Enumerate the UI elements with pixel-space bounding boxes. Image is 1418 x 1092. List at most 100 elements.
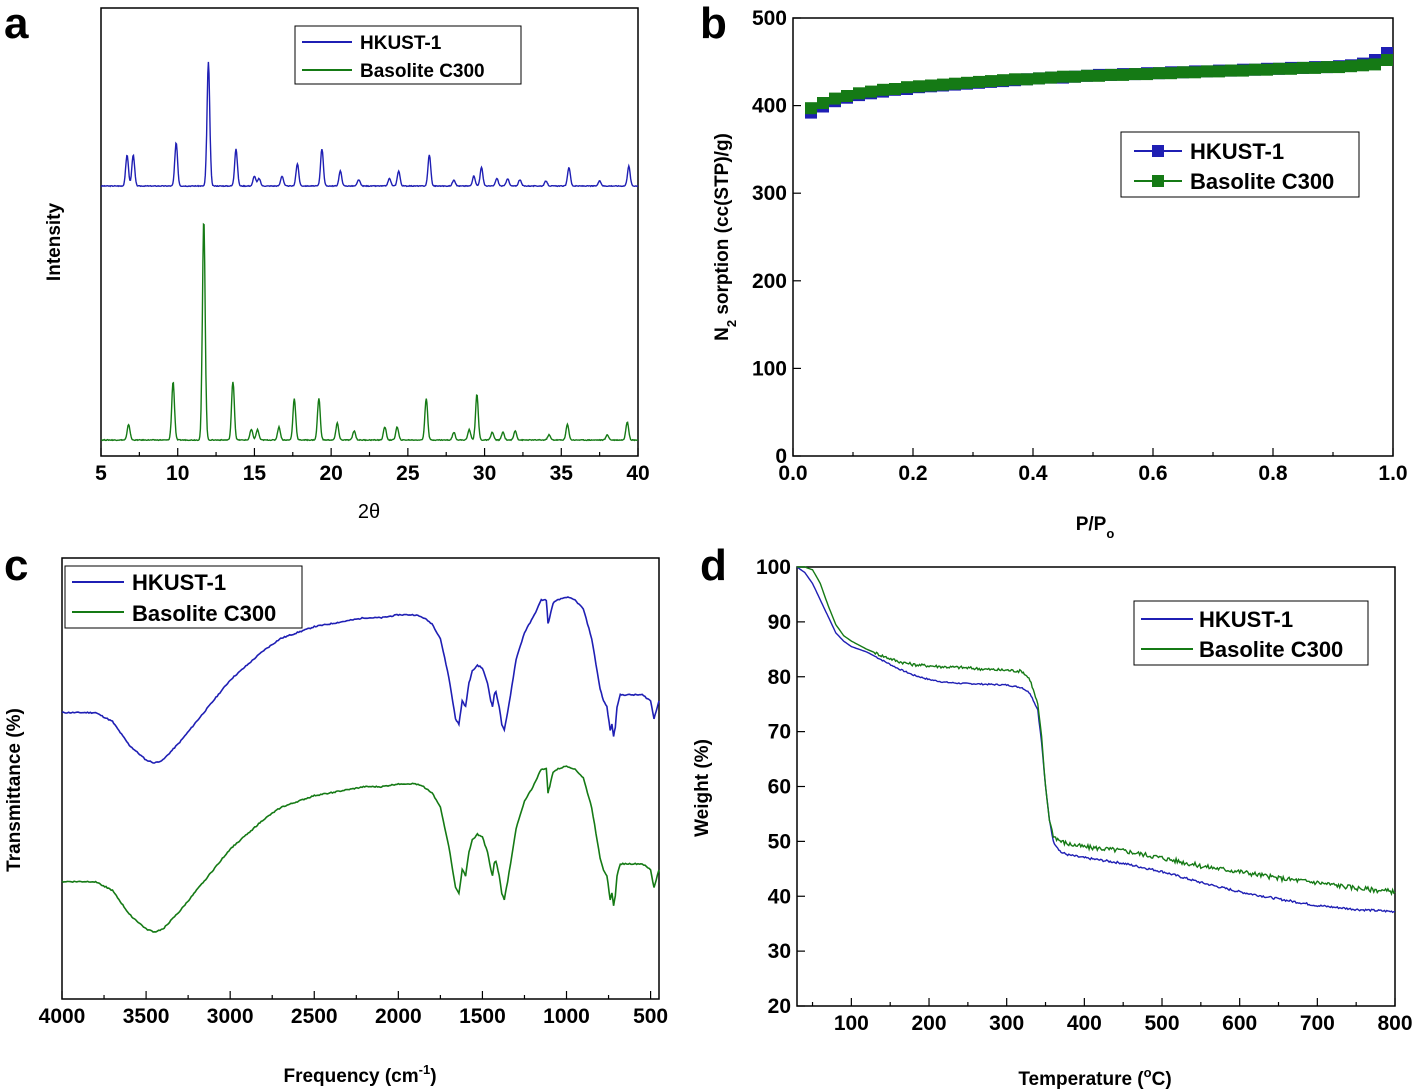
panel-b-legend-marker-basolite: [1152, 175, 1164, 187]
panel-d-xtick-4-label: 500: [1144, 1012, 1179, 1035]
panel-b-point-basolite-8: [901, 81, 913, 94]
panel-a-xtick-6-label: 35: [550, 462, 574, 485]
panel-b-xlabel-main: P/P: [1076, 514, 1107, 535]
panel-b-frame: [792, 17, 1394, 457]
panel-d-xtick-5-label: 600: [1222, 1012, 1257, 1035]
panel-b-point-basolite-43: [1321, 61, 1333, 74]
panel-b-ytick-5-label: 500: [752, 7, 787, 30]
panel-b-point-basolite-29: [1153, 67, 1165, 80]
panel-b-point-basolite-22: [1069, 70, 1081, 83]
panel-b-point-basolite-33: [1201, 65, 1213, 78]
panel-b-point-basolite-46: [1357, 59, 1369, 72]
panel-b-ylabel: N2 sorption (cc(STP)/g): [712, 133, 739, 341]
panel-d-xtick-3-label: 400: [1067, 1012, 1102, 1035]
panel-b-legend-label-hkust: HKUST-1: [1190, 139, 1284, 164]
panel-b-point-basolite-26: [1117, 68, 1129, 81]
panel-b-point-basolite-45: [1345, 60, 1357, 73]
panel-d-legend-box: [1133, 600, 1369, 666]
panel-b-point-basolite-13: [961, 76, 973, 89]
panel-b-point-basolite-5: [865, 85, 877, 98]
panel-b-point-basolite-27: [1129, 68, 1141, 81]
panel-b-point-basolite-24: [1093, 69, 1105, 82]
panel-b-point-basolite-2: [829, 92, 841, 105]
panel-b-point-basolite-35: [1225, 64, 1237, 77]
panel-b-point-basolite-21: [1057, 70, 1069, 83]
panel-d-series-hkust: [796, 566, 1396, 914]
panel-a-xtick-5-label: 30: [473, 462, 496, 485]
panel-b-point-basolite-3: [841, 90, 853, 102]
panel-b-ylabel-sub: 2: [724, 320, 739, 327]
panel-letter-c: c: [4, 541, 28, 590]
panel-c-xtick-5-label: 1500: [459, 1005, 506, 1028]
panel-b-point-basolite-48: [1381, 54, 1393, 66]
panel-b-point-basolite-6: [877, 83, 889, 96]
panel-b-point-basolite-30: [1165, 67, 1177, 80]
panel-b-point-basolite-25: [1105, 68, 1117, 81]
panel-c-legend-box: [64, 565, 303, 629]
panel-b-xtick-0-label: 0.0: [778, 462, 807, 485]
panel-b-point-basolite-16: [997, 74, 1009, 87]
panel-c-series-hkust: [61, 596, 660, 764]
panel-a-xrd: 5 10 15 20 25 30 35 40 2θ Intensity HKUST-1 Bas…: [44, 7, 650, 523]
panel-b-point-basolite-42: [1309, 61, 1321, 74]
panel-d-xlabel-pre: Temperature (: [1018, 1069, 1144, 1090]
panel-d-ytick-5-label: 70: [768, 721, 791, 744]
panel-b-legend-marker-hkust: [1152, 145, 1164, 157]
panel-b-ylabel-post: sorption (cc(STP)/g): [712, 133, 733, 320]
panel-d-xlabel-sup: o: [1144, 1065, 1152, 1080]
panel-c-legend-label-basolite: Basolite C300: [132, 601, 276, 626]
panel-b-point-basolite-14: [973, 75, 985, 88]
panel-b-point-basolite-31: [1177, 66, 1189, 79]
panel-d-ytick-3-label: 50: [768, 830, 791, 853]
panel-b-point-basolite-36: [1237, 64, 1249, 77]
panel-a-series-basolite: [100, 222, 639, 442]
panel-c-legend: HKUST-1 Basolite C300: [64, 565, 303, 629]
panel-b-point-basolite-9: [913, 80, 925, 93]
panel-c-xlabel: Frequency (cm-1): [283, 1062, 436, 1087]
panel-c-xtick-3-label: 2500: [291, 1005, 338, 1028]
panel-letter-d: d: [700, 541, 727, 590]
panel-c-series-basolite: [61, 765, 660, 933]
panel-c-xlabel-end: ): [430, 1066, 436, 1087]
panel-d-xlabel: Temperature (oC): [1018, 1065, 1171, 1090]
panel-b-ytick-1-label: 100: [752, 357, 787, 380]
panel-c-xtick-7-label: 500: [633, 1005, 668, 1028]
panel-b-point-basolite-12: [949, 77, 961, 90]
panel-b-point-basolite-47: [1369, 58, 1381, 71]
panel-b-point-basolite-28: [1141, 68, 1153, 81]
panel-c-legend-label-hkust: HKUST-1: [132, 570, 226, 595]
panel-b-point-basolite-0: [805, 102, 817, 115]
panel-b-point-basolite-7: [889, 83, 901, 95]
panel-b-point-basolite-17: [1009, 73, 1021, 86]
panel-b-xtick-2-label: 0.4: [1018, 462, 1048, 485]
panel-d-ytick-7-label: 90: [768, 611, 791, 634]
panel-d-ytick-2-label: 40: [768, 885, 791, 908]
panel-b-point-basolite-1: [817, 97, 829, 109]
panel-c-xlabel-main: Frequency (cm: [283, 1066, 418, 1087]
panel-a-xtick-3-label: 20: [319, 462, 342, 485]
panel-b-point-basolite-44: [1333, 61, 1345, 74]
panel-b-xtick-3-label: 0.6: [1138, 462, 1167, 485]
panel-b-point-basolite-34: [1213, 65, 1225, 78]
panel-a-xtick-4-label: 25: [396, 462, 420, 485]
panel-b-point-basolite-11: [937, 78, 949, 91]
panel-a-xtick-1-label: 10: [166, 462, 189, 485]
panel-letter-a: a: [4, 0, 29, 48]
panel-b-point-basolite-37: [1249, 63, 1261, 76]
panel-b-ytick-0-label: 0: [775, 445, 787, 468]
panel-b-point-basolite-41: [1297, 61, 1309, 74]
panel-c-xtick-1-label: 3500: [123, 1005, 170, 1028]
panel-c-frame: [61, 557, 660, 1000]
panel-a-legend-label-hkust: HKUST-1: [360, 33, 442, 54]
panel-a-legend: HKUST-1 Basolite C300: [294, 25, 522, 85]
panel-d-series-basolite: [797, 566, 1396, 897]
panel-d-xtick-7-label: 800: [1377, 1012, 1412, 1035]
panel-b-point-basolite-23: [1081, 69, 1093, 82]
panel-d-xtick-1-label: 200: [912, 1012, 947, 1035]
panel-a-xtick-2-label: 15: [243, 462, 267, 485]
panel-letter-b: b: [700, 0, 727, 48]
panel-a-ylabel: Intensity: [44, 203, 65, 282]
panel-a-xtick-7-label: 40: [626, 462, 649, 485]
panel-b-xtick-1-label: 0.2: [898, 462, 927, 485]
